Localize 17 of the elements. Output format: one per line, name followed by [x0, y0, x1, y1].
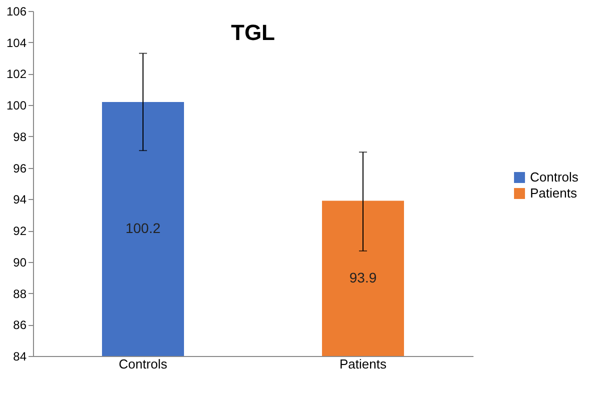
y-tick-label: 98	[13, 130, 27, 144]
chart-title: TGL	[231, 20, 275, 45]
data-label: 93.9	[349, 269, 377, 286]
y-tick-label: 86	[13, 318, 27, 332]
y-tick-label: 90	[13, 255, 27, 270]
legend-label: Controls	[530, 170, 579, 184]
y-tick-label: 100	[6, 98, 27, 113]
y-tick-label: 92	[13, 224, 27, 238]
y-tick-label: 94	[13, 192, 27, 207]
y-tick-label: 96	[13, 161, 27, 176]
data-label: 100.2	[125, 220, 161, 236]
y-tick-label: 102	[6, 67, 27, 82]
legend-label: Patients	[530, 186, 578, 200]
y-tick-label: 88	[13, 286, 27, 301]
y-tick-label: 104	[6, 36, 27, 50]
y-tick-label: 84	[13, 350, 27, 364]
y-tick-label: 106	[6, 4, 27, 18]
